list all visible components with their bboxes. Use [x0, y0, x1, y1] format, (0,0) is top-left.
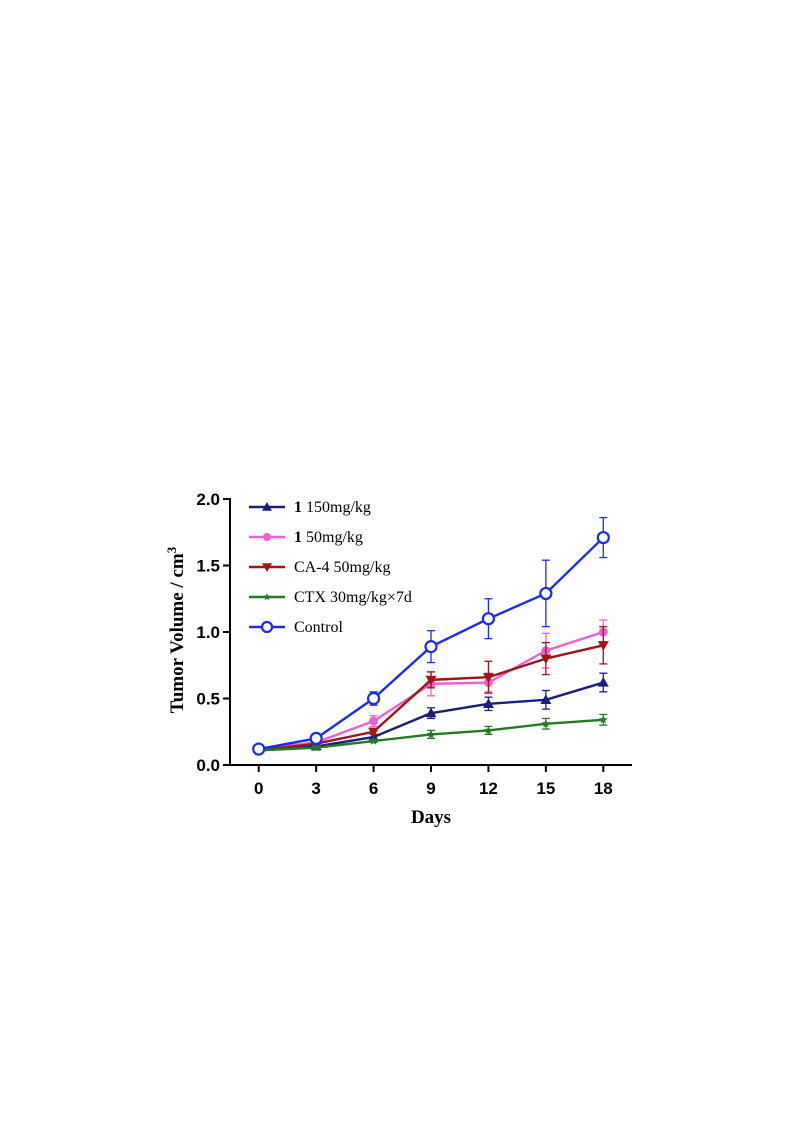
marker-triangle-down — [482, 673, 494, 683]
x-tick-label: 18 — [594, 779, 613, 798]
marker-circle-open — [481, 612, 496, 626]
data-point — [597, 641, 609, 651]
marker-triangle-down — [597, 641, 609, 651]
legend-label: Control — [294, 619, 343, 636]
legend-item: Control — [249, 619, 343, 636]
data-point — [425, 675, 437, 686]
marker-triangle-up — [425, 707, 437, 718]
data-point — [366, 691, 381, 706]
legend-label-bold: 1 — [294, 529, 302, 546]
y-tick-label: 2.0 — [196, 490, 220, 509]
data-point — [541, 719, 551, 728]
legend-item: CTX 30mg/kg×7d — [249, 589, 412, 606]
marker-triangle-up — [540, 694, 552, 704]
legend-item: 1 50mg/kg — [249, 529, 363, 546]
x-tick-label: 3 — [311, 779, 320, 798]
y-axis-title: Tumor Volume / cm3 — [164, 546, 189, 713]
x-tick-label: 9 — [426, 779, 435, 798]
data-point — [424, 640, 438, 654]
data-point — [425, 707, 437, 718]
legend-label: CA-4 50mg/kg — [294, 559, 390, 576]
data-point — [482, 673, 494, 683]
marker-triangle-up — [597, 677, 609, 687]
legend-label: 1 150mg/kg — [294, 499, 371, 516]
marker-circle-open — [252, 742, 266, 756]
legend-label: CTX 30mg/kg×7d — [294, 589, 412, 606]
data-point — [426, 729, 436, 739]
data-point — [252, 742, 266, 756]
data-point — [481, 612, 496, 626]
x-tick-label: 0 — [254, 779, 263, 798]
marker-star — [599, 715, 608, 724]
legend-label-rest: 50mg/kg — [302, 529, 363, 546]
chart-axes: 0.0 0.5 1.0 1.5 2.0 0 3 6 9 12 15 18 — [196, 490, 632, 798]
marker-triangle-down — [262, 563, 272, 572]
y-tick-label: 0.0 — [196, 756, 220, 775]
marker-circle-open — [424, 640, 438, 654]
marker-star — [484, 725, 493, 735]
legend-item: CA-4 50mg/kg — [249, 559, 390, 576]
series-layer — [252, 516, 610, 756]
data-point — [369, 736, 378, 745]
data-point — [484, 725, 493, 735]
y-axis-title-superscript: 3 — [164, 546, 179, 553]
data-point — [309, 731, 323, 746]
data-point — [540, 694, 552, 704]
marker-circle — [263, 533, 271, 541]
marker-triangle-down — [368, 727, 380, 738]
y-tick-label: 1.5 — [196, 557, 220, 576]
y-axis-title-text: Tumor Volume / cm — [167, 553, 188, 713]
y-tick-label: 1.0 — [196, 623, 220, 642]
marker-star — [541, 719, 551, 728]
y-tick-label: 0.5 — [196, 690, 220, 709]
marker-triangle-down — [425, 675, 437, 686]
marker-circle — [369, 716, 379, 726]
marker-circle-open — [539, 586, 553, 601]
data-point — [369, 716, 379, 726]
x-tick-label: 12 — [479, 779, 498, 798]
marker-triangle-up — [262, 502, 272, 511]
marker-star — [369, 736, 378, 745]
data-point — [482, 698, 494, 708]
x-axis-title: Days — [411, 807, 451, 828]
legend-label-rest: 150mg/kg — [302, 499, 371, 516]
marker-triangle-up — [482, 698, 494, 708]
marker-star — [263, 593, 271, 601]
data-point — [539, 586, 553, 601]
legend-item: 1 150mg/kg — [249, 499, 371, 516]
data-point — [599, 715, 608, 724]
data-point — [311, 743, 321, 752]
legend-label-bold: 1 — [294, 499, 302, 516]
marker-triangle-down — [540, 654, 552, 665]
marker-circle-open — [596, 530, 610, 545]
series-3 — [254, 713, 608, 755]
marker-circle-open — [260, 620, 274, 634]
data-point — [540, 654, 552, 665]
marker-circle-open — [366, 691, 381, 706]
marker-star — [311, 743, 321, 752]
legend-label: 1 50mg/kg — [294, 529, 363, 546]
x-tick-label: 6 — [369, 779, 378, 798]
marker-star — [426, 729, 436, 739]
data-point — [368, 727, 380, 738]
x-tick-label: 15 — [536, 779, 555, 798]
data-point — [596, 530, 610, 545]
data-point — [597, 677, 609, 687]
series-4 — [252, 516, 610, 756]
marker-circle-open — [309, 731, 323, 746]
